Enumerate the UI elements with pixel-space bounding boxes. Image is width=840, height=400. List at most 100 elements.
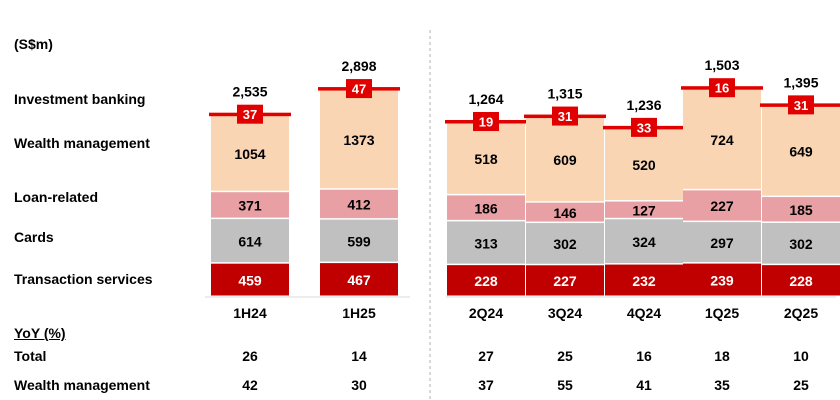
bar-wealth-management-2q25 bbox=[762, 106, 840, 196]
bar-cards-2q24 bbox=[447, 221, 525, 264]
ib-badge-1q25 bbox=[709, 78, 735, 98]
bar-loan-related-3q24 bbox=[526, 202, 604, 222]
data-label-investment-banking-1h25: 47 bbox=[352, 82, 366, 97]
data-label-loan-related-2q24: 186 bbox=[474, 200, 498, 216]
yoy-value-wealth-management-2q25: 25 bbox=[793, 377, 809, 393]
data-label-cards-1h24: 614 bbox=[238, 233, 262, 249]
ib-badge-2q24 bbox=[473, 112, 499, 132]
total-label-2q25: 1,395 bbox=[783, 74, 818, 90]
data-label-cards-1h25: 599 bbox=[347, 233, 371, 249]
bar-wealth-management-1h24 bbox=[211, 115, 289, 191]
yoy-value-total-2q25: 10 bbox=[793, 348, 809, 364]
data-label-transaction-services-4q24: 232 bbox=[632, 273, 656, 289]
bar-cards-1q25 bbox=[683, 222, 761, 263]
total-label-4q24: 1,236 bbox=[626, 97, 661, 113]
category-label-wealth-management: Wealth management bbox=[14, 135, 150, 151]
yoy-value-wealth-management-1h25: 30 bbox=[351, 377, 367, 393]
data-label-wealth-management-4q24: 520 bbox=[632, 157, 656, 173]
bar-loan-related-2q25 bbox=[762, 197, 840, 222]
bar-transaction-services-1h25 bbox=[320, 263, 398, 296]
total-label-1q25: 1,503 bbox=[704, 57, 739, 73]
category-label-cards: Cards bbox=[14, 229, 54, 245]
bar-transaction-services-1h24 bbox=[211, 263, 289, 296]
data-label-investment-banking-1q25: 16 bbox=[715, 81, 729, 96]
bar-loan-related-4q24 bbox=[605, 201, 683, 218]
bar-wealth-management-4q24 bbox=[605, 128, 683, 201]
bar-transaction-services-4q24 bbox=[605, 264, 683, 296]
tick-label-1h25: 1H25 bbox=[342, 305, 376, 321]
tick-label-4q24: 4Q24 bbox=[627, 305, 661, 321]
bar-transaction-services-3q24 bbox=[526, 265, 604, 296]
total-label-1h25: 2,898 bbox=[341, 58, 376, 74]
data-label-investment-banking-2q24: 19 bbox=[479, 115, 493, 130]
yoy-value-total-2q24: 27 bbox=[478, 348, 494, 364]
bar-wealth-management-1h25 bbox=[320, 90, 398, 189]
data-label-loan-related-1h24: 371 bbox=[238, 198, 262, 214]
ib-badge-1h24 bbox=[237, 104, 263, 124]
yoy-row-label-wealth-management: Wealth management bbox=[14, 377, 150, 393]
ib-badge-3q24 bbox=[552, 106, 578, 126]
yoy-heading: YoY (%) bbox=[14, 325, 66, 341]
data-label-transaction-services-1h24: 459 bbox=[238, 272, 262, 288]
data-label-transaction-services-1q25: 239 bbox=[710, 272, 734, 288]
yoy-value-total-1h24: 26 bbox=[242, 348, 258, 364]
bar-wealth-management-3q24 bbox=[526, 117, 604, 202]
data-label-wealth-management-1q25: 724 bbox=[710, 132, 734, 148]
tick-label-1q25: 1Q25 bbox=[705, 305, 739, 321]
data-label-wealth-management-1h24: 1054 bbox=[234, 146, 265, 162]
bar-loan-related-1h24 bbox=[211, 192, 289, 218]
data-label-cards-3q24: 302 bbox=[553, 236, 577, 252]
data-label-loan-related-3q24: 146 bbox=[553, 205, 577, 221]
yoy-value-wealth-management-4q24: 41 bbox=[636, 377, 652, 393]
data-label-investment-banking-4q24: 33 bbox=[637, 120, 651, 135]
bar-transaction-services-2q25 bbox=[762, 265, 840, 296]
bar-cards-3q24 bbox=[526, 223, 604, 264]
bar-wealth-management-1q25 bbox=[683, 89, 761, 189]
ib-badge-4q24 bbox=[631, 117, 657, 137]
tick-label-1h24: 1H24 bbox=[233, 305, 267, 321]
bar-loan-related-2q24 bbox=[447, 195, 525, 220]
data-label-cards-2q25: 302 bbox=[789, 236, 813, 252]
yoy-value-total-3q24: 25 bbox=[557, 348, 573, 364]
bar-wealth-management-2q24 bbox=[447, 123, 525, 194]
data-label-transaction-services-2q24: 228 bbox=[474, 273, 498, 289]
data-label-loan-related-2q25: 185 bbox=[789, 202, 813, 218]
yoy-value-total-1h25: 14 bbox=[351, 348, 367, 364]
data-label-transaction-services-3q24: 227 bbox=[553, 273, 577, 289]
data-label-cards-1q25: 297 bbox=[710, 235, 734, 251]
ib-badge-1h25 bbox=[346, 79, 372, 99]
yoy-value-total-1q25: 18 bbox=[714, 348, 730, 364]
data-label-loan-related-4q24: 127 bbox=[632, 202, 656, 218]
bar-cards-1h25 bbox=[320, 219, 398, 262]
unit-label: (S$m) bbox=[14, 36, 53, 52]
data-label-wealth-management-3q24: 609 bbox=[553, 152, 577, 168]
category-label-transaction-services: Transaction services bbox=[14, 271, 153, 287]
total-label-1h24: 2,535 bbox=[232, 84, 267, 100]
bar-loan-related-1h25 bbox=[320, 189, 398, 219]
tick-label-2q24: 2Q24 bbox=[469, 305, 503, 321]
data-label-wealth-management-2q25: 649 bbox=[789, 144, 813, 160]
data-label-wealth-management-2q24: 518 bbox=[474, 151, 498, 167]
tick-label-2q25: 2Q25 bbox=[784, 305, 818, 321]
bar-cards-1h24 bbox=[211, 219, 289, 263]
bar-cards-4q24 bbox=[605, 219, 683, 264]
yoy-value-total-4q24: 16 bbox=[636, 348, 652, 364]
tick-label-3q24: 3Q24 bbox=[548, 305, 582, 321]
data-label-wealth-management-1h25: 1373 bbox=[343, 132, 374, 148]
yoy-value-wealth-management-1q25: 35 bbox=[714, 377, 730, 393]
data-label-transaction-services-1h25: 467 bbox=[347, 272, 371, 288]
yoy-value-wealth-management-3q24: 55 bbox=[557, 377, 573, 393]
total-label-2q24: 1,264 bbox=[468, 91, 503, 107]
data-label-investment-banking-3q24: 31 bbox=[558, 109, 572, 124]
data-label-cards-4q24: 324 bbox=[632, 234, 656, 250]
yoy-value-wealth-management-1h24: 42 bbox=[242, 377, 258, 393]
bar-cards-2q25 bbox=[762, 222, 840, 264]
ib-badge-2q25 bbox=[788, 95, 814, 115]
total-label-3q24: 1,315 bbox=[547, 86, 582, 102]
category-label-investment-banking: Investment banking bbox=[14, 91, 146, 107]
data-label-transaction-services-2q25: 228 bbox=[789, 273, 813, 289]
data-label-investment-banking-1h24: 37 bbox=[243, 107, 257, 122]
data-label-loan-related-1h25: 412 bbox=[347, 197, 371, 213]
data-label-investment-banking-2q25: 31 bbox=[794, 98, 808, 113]
